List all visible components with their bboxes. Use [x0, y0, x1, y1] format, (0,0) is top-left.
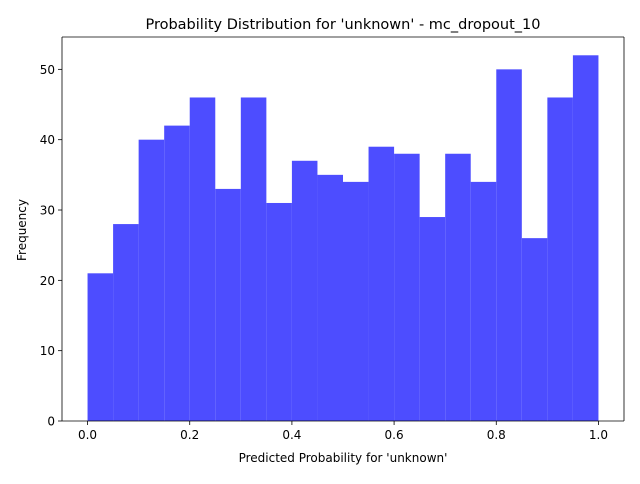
- x-axis-label: Predicted Probability for 'unknown': [239, 451, 448, 465]
- chart-title: Probability Distribution for 'unknown' -…: [145, 17, 540, 33]
- y-tick-label: 40: [40, 133, 55, 147]
- x-tick-label: 0.0: [78, 428, 97, 442]
- x-ticks: 0.0 0.2 0.4 0.6 0.8 1.0: [78, 421, 608, 442]
- histogram-bar: [87, 273, 114, 421]
- histogram-bar: [164, 125, 190, 421]
- y-axis-label: Frequency: [15, 199, 29, 261]
- histogram-bar: [445, 153, 471, 421]
- y-tick-label: 50: [40, 63, 55, 77]
- histogram-bar: [394, 153, 420, 421]
- y-tick-label: 10: [40, 344, 55, 358]
- histogram-bar: [496, 69, 522, 421]
- bars-layer: [87, 55, 599, 422]
- histogram-bar: [547, 97, 573, 421]
- histogram-bar: [113, 224, 139, 421]
- histogram-bar: [470, 181, 497, 421]
- x-tick-label: 0.2: [180, 428, 199, 442]
- y-ticks: 0 10 20 30 40 50: [40, 63, 62, 429]
- x-tick-label: 0.6: [385, 428, 404, 442]
- histogram-bar: [572, 55, 599, 422]
- histogram-bar: [419, 217, 446, 421]
- x-tick-label: 0.4: [282, 428, 301, 442]
- histogram-bar: [215, 188, 241, 421]
- axes-layer: [61, 36, 625, 422]
- histogram-bar: [521, 238, 548, 421]
- y-tick-label: 20: [40, 274, 55, 288]
- histogram-bar: [368, 146, 395, 421]
- histogram-bar: [291, 160, 318, 421]
- histogram-bar: [189, 97, 216, 421]
- histogram-bar: [343, 181, 369, 421]
- x-tick-label: 1.0: [589, 428, 608, 442]
- histogram-bar: [240, 97, 267, 421]
- x-tick-label: 0.8: [487, 428, 506, 442]
- histogram-bar: [138, 139, 165, 421]
- y-tick-label: 30: [40, 204, 55, 218]
- y-tick-label: 0: [47, 415, 55, 429]
- histogram-bar: [266, 202, 292, 421]
- histogram-bar: [317, 174, 343, 421]
